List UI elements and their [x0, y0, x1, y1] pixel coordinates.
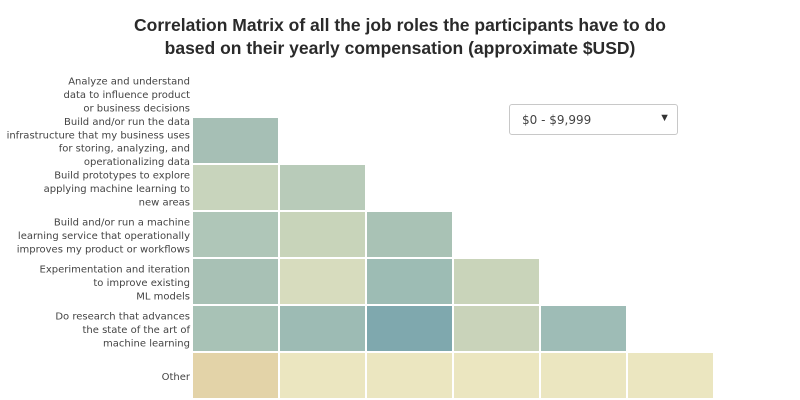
- triangle-down-icon: ▼: [659, 112, 670, 124]
- heatmap-cell-r6-c4[interactable]: [541, 353, 626, 398]
- row-label-5-line-1: the state of the art of: [83, 325, 191, 336]
- dropdown-selected-value: $0 - $9,999: [522, 113, 592, 127]
- row-label-3-line-0: Build and/or run a machine: [54, 218, 190, 229]
- heatmap-cell-r6-c5[interactable]: [628, 353, 713, 398]
- row-label-0-line-2: or business decisions: [83, 103, 190, 114]
- heatmap-cell-r3-c1[interactable]: [280, 212, 365, 257]
- heatmap-cell-r4-c1[interactable]: [280, 259, 365, 304]
- heatmap-cell-r5-c4[interactable]: [541, 306, 626, 351]
- row-label-6-line-0: Other: [162, 372, 191, 383]
- chart-title-line-2: based on their yearly compensation (appr…: [164, 38, 636, 58]
- heatmap-cell-r3-c2[interactable]: [367, 212, 452, 257]
- row-label-1-line-3: operationalizing data: [84, 157, 190, 168]
- row-label-2: Build prototypes to explore applying mach…: [44, 171, 190, 209]
- row-label-1-line-0: Build and/or run the data: [64, 117, 190, 128]
- compensation-dropdown[interactable]: $0 - $9,999 ▼: [509, 104, 678, 135]
- heatmap-cell-r5-c0[interactable]: [193, 306, 278, 351]
- row-label-4-line-1: to improve existing: [93, 278, 190, 289]
- heatmap-cell-r4-c2[interactable]: [367, 259, 452, 304]
- row-label-3: Build and/or run a machine learning servi…: [17, 218, 190, 256]
- heatmap-cell-r2-c1[interactable]: [280, 165, 365, 210]
- row-label-5-line-2: machine learning: [103, 338, 190, 349]
- heatmap-cell-r3-c0[interactable]: [193, 212, 278, 257]
- row-label-0-line-0: Analyze and understand: [68, 77, 190, 88]
- heatmap-cell-r1-c0[interactable]: [193, 118, 278, 163]
- heatmap-cell-r2-c0[interactable]: [193, 165, 278, 210]
- heatmap-cell-r5-c1[interactable]: [280, 306, 365, 351]
- heatmap-cell-r6-c2[interactable]: [367, 353, 452, 398]
- row-label-1-line-2: for storing, analyzing, and: [59, 144, 190, 155]
- heatmap-cell-r6-c3[interactable]: [454, 353, 539, 398]
- row-label-5: Do research that advances the state of th…: [55, 312, 190, 350]
- row-label-2-line-2: new areas: [139, 197, 190, 208]
- heatmap-cell-r6-c0[interactable]: [193, 353, 278, 398]
- chart-title: Correlation Matrix of all the job roles …: [0, 14, 800, 60]
- row-label-1-line-1: infrastructure that my business uses: [7, 130, 190, 141]
- heatmap-cell-r6-c1[interactable]: [280, 353, 365, 398]
- row-label-3-line-2: improves my product or workflows: [17, 244, 190, 255]
- row-label-4-line-2: ML models: [136, 291, 190, 302]
- row-label-4-line-0: Experimentation and iteration: [40, 265, 190, 276]
- row-label-1: Build and/or run the data infrastructure …: [7, 117, 190, 168]
- row-label-0: Analyze and understand data to influence …: [64, 77, 191, 115]
- row-label-0-line-1: data to influence product: [64, 90, 191, 101]
- chart-title-line-1: Correlation Matrix of all the job roles …: [134, 15, 666, 35]
- row-label-2-line-0: Build prototypes to explore: [54, 171, 190, 182]
- row-label-4: Experimentation and iteration to improve …: [40, 265, 190, 303]
- row-label-5-line-0: Do research that advances: [55, 312, 190, 323]
- row-label-2-line-1: applying machine learning to: [44, 184, 190, 195]
- heatmap-cell-r4-c0[interactable]: [193, 259, 278, 304]
- row-label-3-line-1: learning service that operationally: [18, 231, 190, 242]
- heatmap-cell-r4-c3[interactable]: [454, 259, 539, 304]
- heatmap-cell-r5-c3[interactable]: [454, 306, 539, 351]
- heatmap-cell-r5-c2[interactable]: [367, 306, 452, 351]
- row-label-6: Other: [162, 372, 191, 383]
